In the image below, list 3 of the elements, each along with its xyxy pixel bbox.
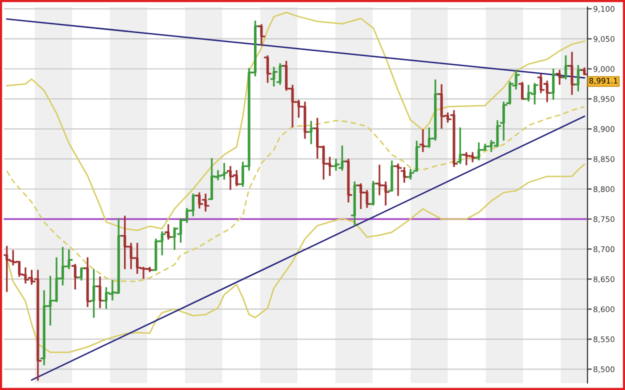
line-series: [6, 12, 586, 232]
line-series: [6, 106, 586, 282]
line-series: [6, 164, 586, 354]
